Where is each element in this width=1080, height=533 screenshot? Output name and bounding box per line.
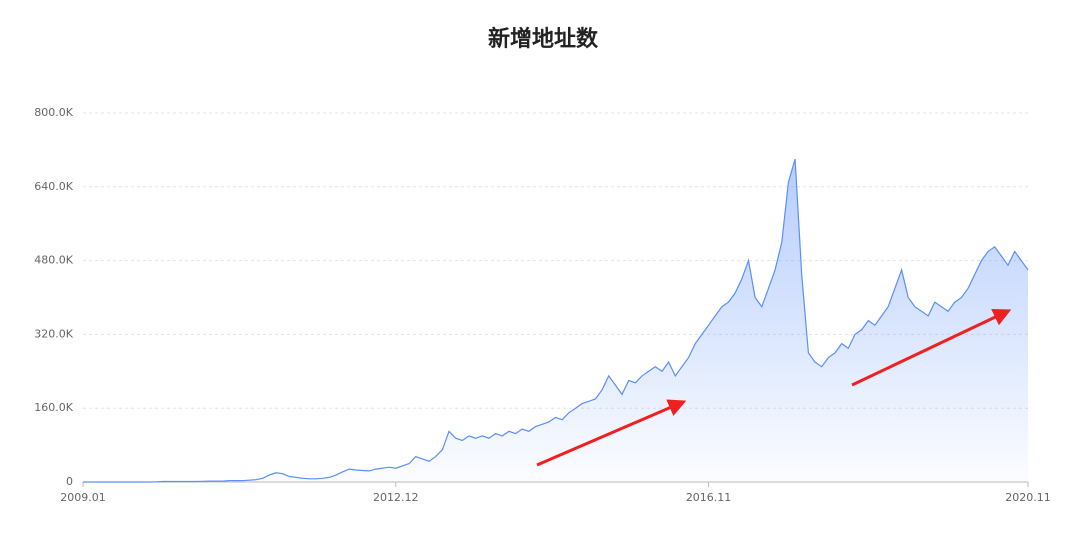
annotation-arrow xyxy=(851,309,1012,387)
y-tick-label: 800.0K xyxy=(34,106,73,119)
area xyxy=(83,159,1028,482)
y-tick-label: 640.0K xyxy=(34,180,73,193)
x-tick-label: 2020.11 xyxy=(1005,491,1051,504)
x-tick-label: 2009.01 xyxy=(60,491,106,504)
annotation-arrow xyxy=(536,399,687,467)
chart-title: 新增地址数 xyxy=(488,26,599,52)
y-tick-label: 320.0K xyxy=(34,327,73,340)
line xyxy=(83,158,1029,483)
x-tick-label: 2016.11 xyxy=(686,491,732,504)
y-tick-label: 0 xyxy=(66,475,73,488)
x-tick-label: 2012.12 xyxy=(373,491,419,504)
plot: 0 160.0K 320.0K 480.0K 640.0K 800.0K 2009.01 20… xyxy=(34,106,1050,504)
y-tick-label: 160.0K xyxy=(34,401,73,414)
y-tick-label: 480.0K xyxy=(34,254,73,267)
